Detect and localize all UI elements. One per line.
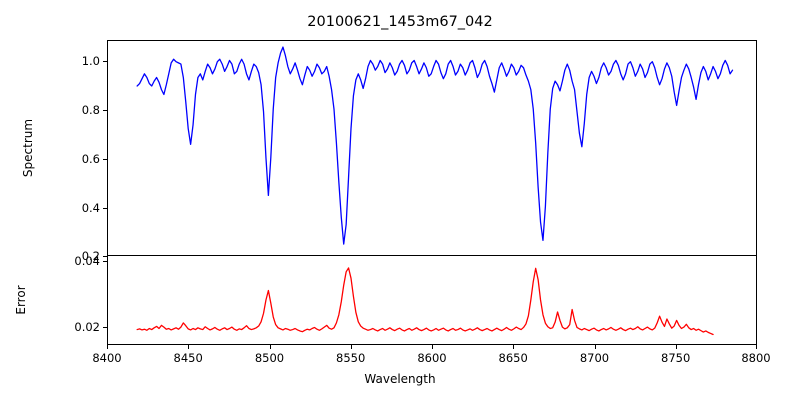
error-polyline <box>136 267 714 336</box>
spectrum-ytick-mark-1 <box>103 208 107 210</box>
error-ytick-label-0: 0.02 <box>74 320 100 334</box>
xtick-label-7: 8750 <box>661 351 691 365</box>
xtick-mark-7 <box>675 345 677 349</box>
xtick-mark-6 <box>594 345 596 349</box>
xtick-label-0: 8400 <box>92 351 122 365</box>
xtick-mark-0 <box>107 345 109 349</box>
error-ytick-mark-1 <box>103 261 107 263</box>
x-axis-label: Wavelength <box>364 372 436 386</box>
spectrum-ytick-label-2: 0.6 <box>81 152 100 167</box>
spectrum-plot-area <box>107 40 757 256</box>
xtick-mark-5 <box>513 345 515 349</box>
spectrum-ytick-mark-4 <box>103 61 107 63</box>
spectrum-ytick-mark-2 <box>103 159 107 161</box>
spectrum-ytick-label-4: 1.0 <box>81 54 100 69</box>
xtick-label-4: 8600 <box>417 351 447 365</box>
xtick-mark-4 <box>432 345 434 349</box>
xtick-label-6: 8700 <box>579 351 610 365</box>
error-ytick-mark-0 <box>103 327 107 329</box>
spectrum-polyline <box>136 46 734 245</box>
spectrum-ytick-label-3: 0.8 <box>81 103 100 118</box>
xtick-mark-3 <box>350 345 352 349</box>
error-line-series <box>136 267 714 336</box>
spectrum-y-axis-label: Spectrum <box>21 118 35 178</box>
figure-title: 20100621_1453m67_042 <box>307 14 493 30</box>
xtick-label-5: 8650 <box>498 351 528 365</box>
spectrum-ytick-label-1: 0.4 <box>81 201 100 216</box>
xtick-label-3: 8550 <box>336 351 366 365</box>
error-ytick-label-1: 0.04 <box>74 254 100 268</box>
spectrum-ytick-label-0: 0.2 <box>81 249 100 263</box>
xtick-mark-1 <box>188 345 190 349</box>
xtick-mark-8 <box>756 345 758 349</box>
xtick-label-1: 8450 <box>173 351 203 365</box>
spectrum-ytick-mark-3 <box>103 110 107 112</box>
xtick-mark-2 <box>269 345 271 349</box>
error-y-axis-label: Error <box>14 285 28 315</box>
spectrum-line-series <box>136 46 734 245</box>
xtick-label-8: 8800 <box>741 351 771 365</box>
error-plot-area <box>107 255 757 345</box>
xtick-label-2: 8500 <box>254 351 285 365</box>
spectrum-ytick-mark-0 <box>103 256 107 258</box>
